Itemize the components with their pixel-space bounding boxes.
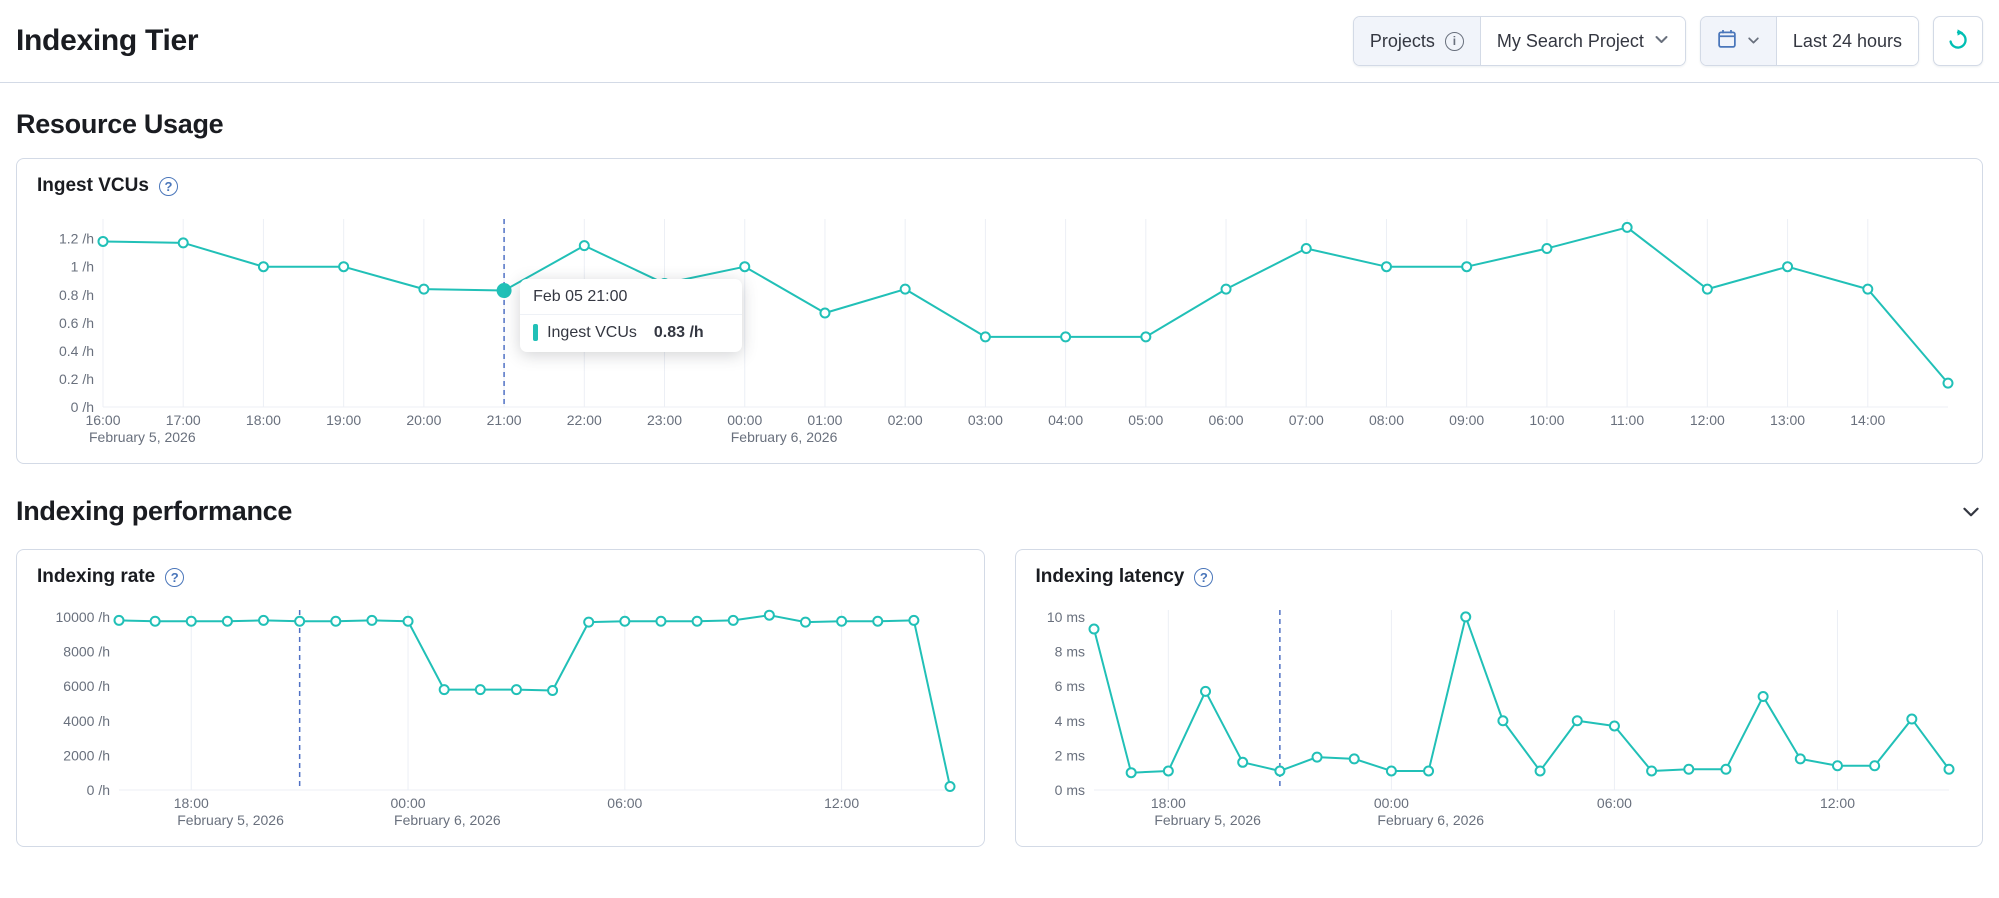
- svg-text:February 5, 2026: February 5, 2026: [177, 812, 284, 828]
- ingest-vcus-chart[interactable]: Feb 05 21:00 Ingest VCUs 0.83 /h 1.2 /h 1…: [37, 207, 1962, 451]
- svg-text:04:00: 04:00: [1048, 412, 1083, 428]
- svg-text:13:00: 13:00: [1770, 412, 1805, 428]
- project-select[interactable]: My Search Project: [1480, 17, 1685, 65]
- indexing-rate-panel-title: Indexing rate ?: [37, 566, 964, 588]
- svg-text:0 /h: 0 /h: [71, 399, 94, 415]
- svg-text:18:00: 18:00: [1150, 795, 1185, 811]
- refresh-button[interactable]: [1933, 16, 1983, 66]
- indexing-latency-title-label: Indexing latency: [1035, 566, 1185, 587]
- svg-text:00:00: 00:00: [1373, 795, 1408, 811]
- svg-text:February 6, 2026: February 6, 2026: [1377, 812, 1484, 828]
- projects-button[interactable]: Projects i: [1353, 17, 1481, 65]
- ingest-vcus-title-label: Ingest VCUs: [37, 175, 149, 196]
- resource-usage-title: Resource Usage: [16, 109, 224, 139]
- chevron-down-icon: [1747, 31, 1760, 52]
- svg-text:10000 /h: 10000 /h: [56, 609, 111, 625]
- indexing-latency-help-icon[interactable]: ?: [1194, 567, 1214, 587]
- header-controls: Projects i My Search Project: [1352, 16, 1983, 66]
- svg-text:20:00: 20:00: [406, 412, 441, 428]
- svg-text:06:00: 06:00: [1596, 795, 1631, 811]
- ingest-vcus-help-icon[interactable]: ?: [158, 176, 178, 196]
- svg-text:10 ms: 10 ms: [1046, 609, 1084, 625]
- svg-text:09:00: 09:00: [1449, 412, 1484, 428]
- indexing-performance-title: Indexing performance: [16, 496, 293, 526]
- svg-text:06:00: 06:00: [1209, 412, 1244, 428]
- indexing-latency-chart[interactable]: 10 ms 8 ms 6 ms 4 ms 2 ms 0 ms 18:00 00:00 06:00…: [1036, 598, 1963, 834]
- chevron-down-icon: [1654, 31, 1669, 52]
- page-header: Indexing Tier Projects i My Search Proje…: [0, 0, 1999, 83]
- svg-text:02:00: 02:00: [888, 412, 923, 428]
- svg-text:03:00: 03:00: [968, 412, 1003, 428]
- svg-text:0.8 /h: 0.8 /h: [59, 287, 94, 303]
- svg-text:February 6, 2026: February 6, 2026: [731, 429, 838, 445]
- svg-text:23:00: 23:00: [647, 412, 682, 428]
- indexing-latency-panel: Indexing latency ? 10 ms 8 ms 6 ms 4 ms 2 ms…: [1014, 549, 1983, 847]
- svg-text:0.6 /h: 0.6 /h: [59, 315, 94, 331]
- resource-usage-section-header: Resource Usage: [16, 109, 1983, 140]
- svg-text:08:00: 08:00: [1369, 412, 1404, 428]
- refresh-icon: [1947, 28, 1969, 54]
- indexing-latency-panel-title: Indexing latency ?: [1036, 566, 1963, 588]
- svg-text:4 ms: 4 ms: [1054, 713, 1084, 729]
- accordion-chevron-down-icon[interactable]: [1959, 500, 1983, 524]
- time-range-label: Last 24 hours: [1792, 30, 1902, 51]
- svg-text:6 ms: 6 ms: [1054, 678, 1084, 694]
- indexing-performance-section-header: Indexing performance: [16, 496, 1983, 527]
- svg-text:12:00: 12:00: [1819, 795, 1854, 811]
- svg-text:16:00: 16:00: [85, 412, 120, 428]
- svg-text:00:00: 00:00: [727, 412, 762, 428]
- svg-text:11:00: 11:00: [1610, 412, 1644, 428]
- svg-text:February 6, 2026: February 6, 2026: [394, 812, 501, 828]
- page-title: Indexing Tier: [16, 24, 199, 57]
- project-select-value: My Search Project: [1496, 30, 1644, 51]
- svg-text:18:00: 18:00: [246, 412, 281, 428]
- svg-text:8000 /h: 8000 /h: [63, 644, 110, 660]
- ingest-vcus-panel-title: Ingest VCUs ?: [37, 175, 1962, 197]
- svg-text:19:00: 19:00: [326, 412, 361, 428]
- projects-info-icon: i: [1444, 31, 1464, 51]
- indexing-performance-panels: Indexing rate ? 10000 /h 8000 /h 6000 /h 40…: [16, 549, 1983, 847]
- svg-text:0 /h: 0 /h: [87, 782, 110, 798]
- svg-text:0.4 /h: 0.4 /h: [59, 343, 94, 359]
- svg-text:06:00: 06:00: [607, 795, 642, 811]
- svg-text:6000 /h: 6000 /h: [63, 678, 110, 694]
- time-range-button[interactable]: Last 24 hours: [1776, 17, 1918, 65]
- svg-text:0 ms: 0 ms: [1054, 782, 1084, 798]
- svg-text:2 ms: 2 ms: [1054, 747, 1084, 763]
- indexing-rate-chart[interactable]: 10000 /h 8000 /h 6000 /h 4000 /h 2000 /h 0 /h…: [37, 598, 964, 834]
- indexing-rate-title-label: Indexing rate: [37, 566, 156, 587]
- svg-text:8 ms: 8 ms: [1054, 644, 1084, 660]
- ingest-vcus-panel: Ingest VCUs ? Feb 05 21:00 Ingest VCUs 0…: [16, 158, 1983, 464]
- svg-text:05:00: 05:00: [1128, 412, 1163, 428]
- svg-text:18:00: 18:00: [174, 795, 209, 811]
- project-selector-group: Projects i My Search Project: [1352, 16, 1686, 66]
- svg-text:1 /h: 1 /h: [71, 259, 94, 275]
- svg-text:4000 /h: 4000 /h: [63, 713, 110, 729]
- svg-text:2000 /h: 2000 /h: [63, 747, 110, 763]
- svg-text:14:00: 14:00: [1850, 412, 1885, 428]
- svg-text:12:00: 12:00: [824, 795, 859, 811]
- svg-text:07:00: 07:00: [1289, 412, 1324, 428]
- calendar-icon: [1717, 29, 1737, 54]
- indexing-rate-help-icon[interactable]: ?: [165, 567, 185, 587]
- svg-text:17:00: 17:00: [166, 412, 201, 428]
- svg-text:12:00: 12:00: [1690, 412, 1725, 428]
- indexing-rate-panel: Indexing rate ? 10000 /h 8000 /h 6000 /h 40…: [16, 549, 985, 847]
- main-content: Resource Usage Ingest VCUs ? Feb 05 21:0…: [0, 109, 1999, 867]
- svg-text:0.2 /h: 0.2 /h: [59, 371, 94, 387]
- projects-button-label: Projects: [1369, 30, 1435, 51]
- svg-text:February 5, 2026: February 5, 2026: [1154, 812, 1261, 828]
- date-picker-group: Last 24 hours: [1699, 16, 1919, 66]
- svg-text:February 5, 2026: February 5, 2026: [89, 429, 196, 445]
- svg-text:22:00: 22:00: [567, 412, 602, 428]
- svg-text:01:00: 01:00: [807, 412, 842, 428]
- svg-text:1.2 /h: 1.2 /h: [59, 231, 94, 247]
- svg-text:21:00: 21:00: [487, 412, 522, 428]
- svg-text:10:00: 10:00: [1529, 412, 1564, 428]
- calendar-quick-select-button[interactable]: [1700, 17, 1777, 65]
- svg-text:00:00: 00:00: [391, 795, 426, 811]
